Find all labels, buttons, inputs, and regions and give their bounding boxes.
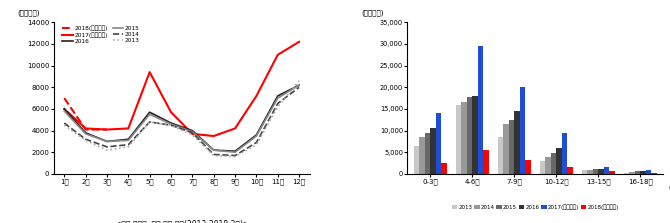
Text: (연령): (연령)	[669, 185, 670, 190]
Bar	[634, 171, 641, 174]
Bar	[551, 153, 556, 174]
Bar	[520, 87, 525, 174]
Bar	[509, 120, 514, 174]
Bar	[556, 148, 561, 174]
Bar	[462, 102, 467, 174]
Bar	[598, 169, 604, 174]
Bar	[593, 169, 598, 174]
Text: <수두 연도별, 월별 신고 현황(2013-2018.3월)>: <수두 연도별, 월별 신고 현황(2013-2018.3월)>	[115, 219, 249, 223]
Bar	[641, 171, 646, 174]
Bar	[419, 137, 425, 174]
Bar	[430, 128, 436, 174]
Bar	[414, 146, 419, 174]
Legend: 2013, 2014, 2015, 2016, 2017(잠정통계), 2018(잠정통계): 2013, 2014, 2015, 2016, 2017(잠정통계), 2018…	[451, 204, 619, 211]
Bar	[514, 111, 520, 174]
Bar	[441, 163, 447, 174]
Bar	[604, 167, 609, 174]
Bar	[646, 170, 651, 174]
Bar	[478, 46, 483, 174]
Legend: 2018(잠정통계), 2017(잠정통계), 2016, 2015, 2014, 2013: 2018(잠정통계), 2017(잠정통계), 2016, 2015, 2014…	[62, 25, 140, 44]
Bar	[456, 105, 462, 174]
Bar	[545, 157, 551, 174]
Bar	[503, 124, 509, 174]
Bar	[483, 150, 488, 174]
Bar	[651, 173, 657, 174]
Bar	[588, 170, 593, 174]
Bar	[567, 167, 573, 174]
Bar	[624, 173, 629, 174]
Bar	[436, 113, 441, 174]
Bar	[582, 170, 588, 174]
Bar	[472, 96, 478, 174]
Bar	[540, 161, 545, 174]
Bar	[629, 172, 634, 174]
Text: (신고건수): (신고건수)	[361, 10, 383, 16]
Bar	[498, 137, 503, 174]
Bar	[609, 171, 614, 174]
Text: (신고건수): (신고건수)	[17, 10, 40, 16]
Bar	[561, 133, 567, 174]
Bar	[467, 97, 472, 174]
Bar	[525, 160, 531, 174]
Bar	[425, 133, 430, 174]
